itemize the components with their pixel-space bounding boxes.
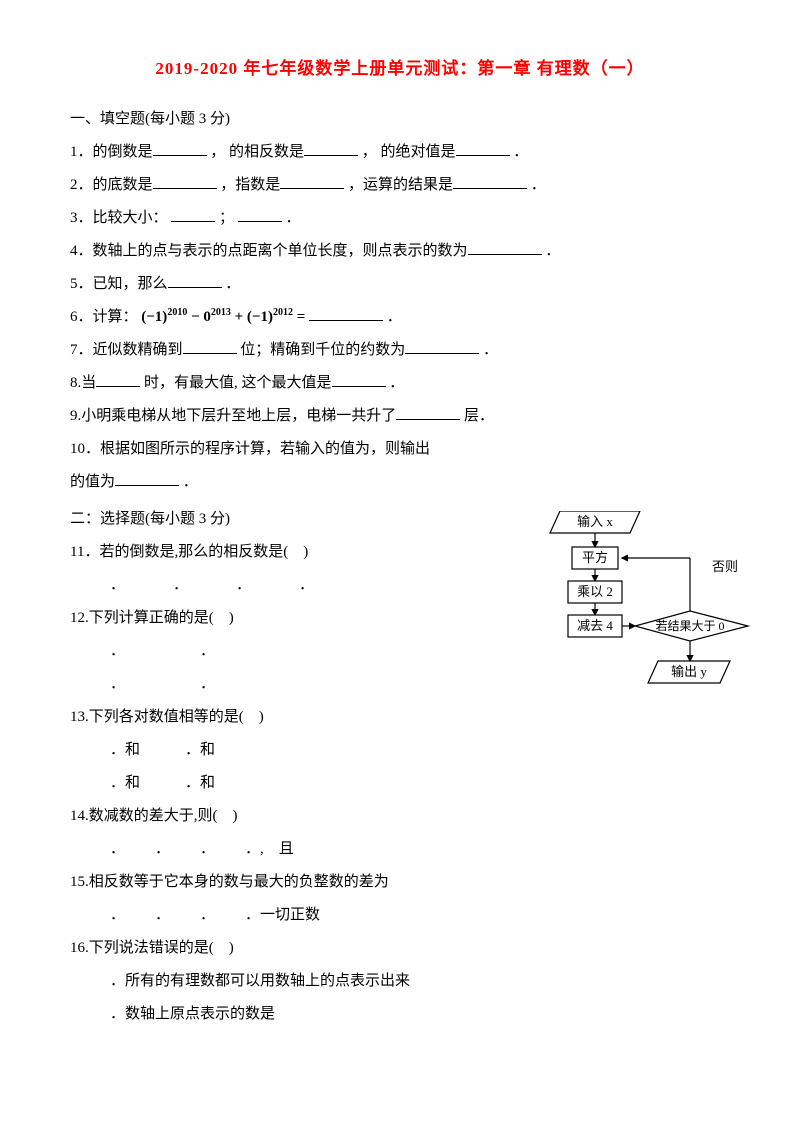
q1-part-a: 1．的倒数是 xyxy=(70,144,153,160)
question-1: 1．的倒数是 ， 的相反数是 ， 的绝对值是 ． xyxy=(70,136,730,169)
q10-part-b: 的值为 xyxy=(70,474,115,490)
q2-part-d: ． xyxy=(531,177,546,193)
q6-part-a: 6．计算： xyxy=(70,309,138,325)
flow-step2-label: 乘以 2 xyxy=(577,584,613,599)
question-13-options-row2: ．和 ．和 xyxy=(70,767,730,800)
question-15-options: ． ． ． ．一切正数 xyxy=(70,899,730,932)
q10-part-a: 10．根据如图所示的程序计算，若输入的值为，则输出 xyxy=(70,441,430,457)
flow-decision-label: 若结果大于 0 xyxy=(655,619,724,633)
flow-else-label: 否则 xyxy=(712,559,738,574)
question-16-option-2: ．数轴上原点表示的数是 xyxy=(70,998,730,1031)
question-2: 2．的底数是 ，指数是 ，运算的结果是 ． xyxy=(70,169,730,202)
blank xyxy=(183,338,237,354)
question-4: 4．数轴上的点与表示的点距离个单位长度，则点表示的数为 ． xyxy=(70,235,730,268)
q8-part-a: 8.当 xyxy=(70,375,96,391)
blank xyxy=(238,206,282,222)
blank xyxy=(405,338,479,354)
q5-part-b: ． xyxy=(225,276,240,292)
q1-part-d: ． xyxy=(513,144,528,160)
q10-part-c: ． xyxy=(183,474,198,490)
q6-math: (−1)2010 − 02013 + (−1)2012 = xyxy=(141,309,305,325)
question-13-options-row1: ．和 ．和 xyxy=(70,734,730,767)
blank xyxy=(96,371,140,387)
blank xyxy=(171,206,215,222)
q7-part-a: 7．近似数精确到 xyxy=(70,342,183,358)
q4-part-b: ． xyxy=(545,243,560,259)
question-10-line2: 的值为 ． xyxy=(70,466,730,499)
q7-part-b: 位；精确到千位的约数为 xyxy=(240,342,405,358)
q3-part-c: ． xyxy=(286,210,301,226)
q8-part-b: 时，有最大值, 这个最大值是 xyxy=(144,375,332,391)
flow-input-label: 输入 x xyxy=(577,514,613,529)
q4-part-a: 4．数轴上的点与表示的点距离个单位长度，则点表示的数为 xyxy=(70,243,468,259)
question-9: 9.小明乘电梯从地下层升至地上层，电梯一共升了 层． xyxy=(70,400,730,433)
blank xyxy=(153,173,217,189)
question-14-options: ． ． ． ．, 且 xyxy=(70,833,730,866)
q2-part-c: ，运算的结果是 xyxy=(348,177,453,193)
blank xyxy=(396,404,460,420)
blank xyxy=(280,173,344,189)
question-14: 14.数减数的差大于,则( ) xyxy=(70,800,730,833)
q1-part-b: ， 的相反数是 xyxy=(210,144,304,160)
blank xyxy=(304,140,358,156)
question-8: 8.当 时，有最大值, 这个最大值是 ． xyxy=(70,367,730,400)
section-1-heading: 一、填空题(每小题 3 分) xyxy=(70,103,730,136)
flow-output-label: 输出 y xyxy=(671,664,707,679)
blank xyxy=(332,371,386,387)
blank xyxy=(115,470,179,486)
q9-part-a: 9.小明乘电梯从地下层升至地上层，电梯一共升了 xyxy=(70,408,396,424)
q8-part-c: ． xyxy=(389,375,404,391)
q5-part-a: 5．已知，那么 xyxy=(70,276,168,292)
question-16: 16.下列说法错误的是( ) xyxy=(70,932,730,965)
q3-part-b: ； xyxy=(219,210,234,226)
question-16-option-1: ．所有的有理数都可以用数轴上的点表示出来 xyxy=(70,965,730,998)
q6-part-b: ． xyxy=(387,309,402,325)
q3-part-a: 3．比较大小： xyxy=(70,210,168,226)
question-5: 5．已知，那么 ． xyxy=(70,268,730,301)
question-13: 13.下列各对数值相等的是( ) xyxy=(70,701,730,734)
blank xyxy=(456,140,510,156)
blank xyxy=(468,239,542,255)
flow-step1-label: 平方 xyxy=(582,550,608,565)
flow-step3-label: 减去 4 xyxy=(577,618,613,633)
question-15: 15.相反数等于它本身的数与最大的负整数的差为 xyxy=(70,866,730,899)
blank xyxy=(309,305,383,321)
blank xyxy=(168,272,222,288)
flowchart-diagram: 输入 x 平方 乘以 2 减去 4 若结果大于 0 xyxy=(530,511,760,701)
question-10-line1: 10．根据如图所示的程序计算，若输入的值为，则输出 xyxy=(70,433,730,466)
q2-part-b: ，指数是 xyxy=(220,177,280,193)
content: 一、填空题(每小题 3 分) 1．的倒数是 ， 的相反数是 ， 的绝对值是 ． … xyxy=(70,103,730,1031)
q2-part-a: 2．的底数是 xyxy=(70,177,153,193)
question-3: 3．比较大小： ； ． xyxy=(70,202,730,235)
blank xyxy=(453,173,527,189)
q7-part-c: ． xyxy=(483,342,498,358)
q9-part-b: 层． xyxy=(464,408,494,424)
blank xyxy=(153,140,207,156)
question-6: 6．计算： (−1)2010 − 02013 + (−1)2012 = ． xyxy=(70,301,730,334)
question-7: 7．近似数精确到 位；精确到千位的约数为 ． xyxy=(70,334,730,367)
page-title: 2019-2020 年七年级数学上册单元测试：第一章 有理数（一） xyxy=(70,50,730,87)
q1-part-c: ， 的绝对值是 xyxy=(362,144,456,160)
